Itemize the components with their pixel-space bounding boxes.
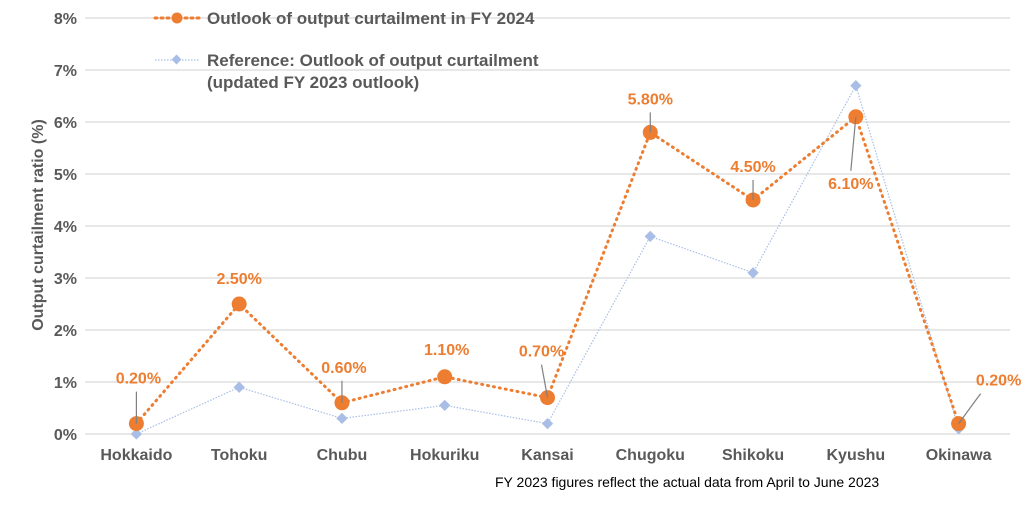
data-label: 4.50% [730, 159, 775, 176]
y-tick-label: 4% [54, 219, 77, 236]
legend-label-reference-line2: (updated FY 2023 outlook) [207, 73, 419, 92]
y-tick-label: 5% [54, 167, 77, 184]
legend-marker-reference [171, 54, 182, 65]
y-tick-label: 1% [54, 375, 77, 392]
data-point-reference [336, 412, 348, 425]
x-tick-label: Hokkaido [100, 447, 172, 464]
data-label: 6.10% [828, 176, 873, 193]
data-point-reference [130, 428, 143, 440]
y-axis-label: Output curtailment ratio (%) [30, 119, 47, 331]
data-point-reference [233, 381, 245, 393]
data-point-reference [439, 399, 451, 412]
data-label: 0.20% [116, 371, 161, 388]
y-tick-label: 3% [54, 271, 77, 288]
y-tick-label: 8% [54, 11, 77, 28]
y-tick-label: 0% [54, 427, 77, 444]
legend: Outlook of output curtailment in FY 2024… [153, 9, 539, 92]
y-tick-label: 6% [54, 115, 77, 132]
x-tick-label: Hokuriku [410, 447, 479, 464]
data-point-fy2024 [231, 296, 247, 312]
x-tick-label: Chubu [317, 447, 368, 464]
x-tick-label: Tohoku [211, 447, 268, 464]
x-tick-label: Shikoku [722, 447, 784, 464]
data-label: 2.50% [216, 271, 261, 288]
data-label: 1.10% [424, 342, 469, 359]
x-tick-label: Chugoku [616, 447, 685, 464]
data-point-reference [541, 417, 554, 430]
legend-label-reference-line1: Reference: Outlook of output curtailment [207, 51, 539, 70]
y-tick-label: 7% [54, 63, 77, 80]
data-label: 5.80% [628, 91, 673, 108]
leader-line [850, 116, 857, 171]
x-tick-label: Okinawa [926, 447, 992, 464]
y-tick-label: 2% [54, 323, 77, 340]
data-point-fy2024 [437, 369, 453, 385]
data-label: 0.70% [519, 344, 564, 361]
data-point-reference [644, 230, 656, 243]
footnote: FY 2023 figures reflect the actual data … [495, 474, 879, 490]
data-point-reference [747, 267, 759, 279]
data-point-reference [850, 79, 862, 92]
legend-marker-fy2024 [171, 12, 183, 24]
data-label: 0.20% [976, 373, 1021, 390]
data-label: 0.60% [321, 360, 366, 377]
leader-line [540, 364, 549, 398]
leader-line [958, 393, 982, 424]
x-tick-label: Kyushu [826, 447, 885, 464]
legend-label-fy2024: Outlook of output curtailment in FY 2024 [207, 9, 535, 28]
x-tick-label: Kansai [521, 447, 573, 464]
